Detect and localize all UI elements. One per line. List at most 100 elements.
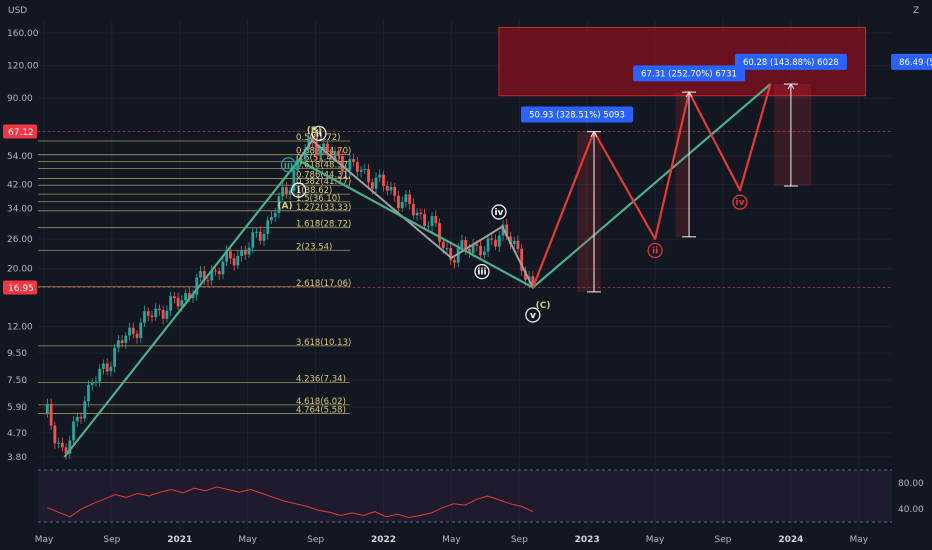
measure-arrow-2 [787, 83, 795, 90]
candle-body-45 [210, 270, 214, 281]
candle-body-46 [214, 270, 217, 272]
candle-body-55 [247, 247, 251, 255]
candle-body-74 [318, 149, 322, 156]
candle-body-7 [68, 440, 72, 454]
candle-body-106 [438, 223, 441, 242]
candle-body-20 [116, 340, 120, 348]
candle-body-43 [202, 271, 206, 281]
wave-label-6: (A) [277, 201, 292, 211]
candle-body-8 [72, 421, 75, 441]
candle-body-5 [60, 442, 64, 448]
candle-body-66 [288, 190, 292, 194]
candle-body-120 [490, 238, 494, 240]
fib-label-2: 0.5(51.43) [296, 154, 340, 164]
x-tick-label-7: Sep [511, 535, 528, 545]
y-tick-badge-3 [3, 124, 37, 139]
candle-body-108 [445, 248, 449, 250]
y-axis: 160.00 120.00 90.00 67.12 54.00 42.00 34.00 26.… [3, 29, 39, 463]
measure-shade-0 [577, 131, 601, 292]
measure-shade-1 [675, 92, 690, 237]
candle-body-50 [228, 251, 232, 259]
candle-body-99 [411, 203, 415, 216]
measure-label-box-1 [633, 65, 746, 82]
rsi-tick-label-0: 80.00 [898, 479, 924, 489]
x-tick-label-6: May [442, 535, 461, 545]
y-tick-label-2: 90.00 [7, 94, 33, 104]
corner-icon-label[interactable]: Z [913, 6, 919, 16]
y-tick-label-0: 160.00 [7, 29, 39, 39]
wave-paths [63, 83, 772, 458]
candle-body-83 [352, 159, 356, 163]
fib-label-4: 0.786(44.31) [296, 171, 351, 181]
measure-label-0: 50.93 (328.51%) 5093 [529, 110, 625, 120]
candle-body-113 [464, 240, 468, 250]
candle-body-77 [329, 151, 333, 157]
candle-body-21 [120, 340, 124, 344]
candle-body-69 [299, 159, 303, 161]
candle-body-82 [348, 159, 352, 171]
measure-label-box-2 [734, 53, 847, 70]
y-tick-label-8: 20.00 [7, 265, 33, 275]
fib-label-8: 1.272(33.33) [296, 203, 351, 213]
wave-circle-9 [647, 242, 663, 259]
wave-circle-2 [474, 264, 490, 280]
x-tick-label-8: 2023 [575, 535, 600, 545]
candle-body-18 [109, 366, 113, 372]
candle-body-6 [64, 447, 68, 454]
candle-body-10 [79, 416, 83, 419]
measure-shade-2 [773, 84, 812, 186]
fib-label-5: 0.382(41.77) [296, 177, 351, 187]
wave-label-1: ii [316, 129, 322, 139]
candle-body-33 [165, 310, 169, 319]
wave-label-7: (B) [307, 126, 322, 136]
candle-body-47 [217, 271, 221, 275]
y-tick-label-14: 4.70 [7, 429, 27, 439]
measure-label-box-0 [521, 106, 634, 123]
candle-body-12 [87, 384, 90, 402]
candle-body-110 [453, 259, 456, 263]
candle-body-27 [143, 311, 146, 323]
candle-body-70 [303, 149, 307, 160]
x-tick-label-0: May [35, 535, 54, 545]
candle-body-3 [53, 425, 57, 444]
y-tick-label-1: 120.00 [7, 62, 39, 72]
candle-body-42 [199, 271, 202, 278]
candle-body-40 [191, 294, 195, 298]
candle-body-28 [146, 311, 150, 316]
candle-body-35 [172, 296, 176, 299]
candle-body-94 [393, 186, 397, 196]
measure-arrow-0 [590, 130, 598, 137]
y-tick-label-4: 54.00 [7, 152, 33, 162]
fib-label-6: 1(38.62) [296, 186, 332, 196]
candle-body-126 [512, 240, 516, 245]
measure-arrow-1 [685, 91, 693, 98]
candle-body-102 [423, 214, 426, 226]
candle-body-88 [370, 182, 374, 189]
candle-body-60 [266, 220, 270, 234]
wave-label-2: iii [477, 268, 486, 278]
candle-body-54 [243, 250, 247, 255]
candle-body-4 [57, 442, 60, 444]
candle-body-127 [516, 240, 520, 249]
candle-body-23 [128, 327, 131, 336]
y-tick-label-11: 9.50 [7, 349, 27, 359]
candle-body-105 [434, 216, 438, 224]
y-tick-badge-9 [3, 280, 37, 295]
x-tick-label-9: May [646, 535, 665, 545]
candle-body-80 [341, 156, 344, 172]
candle-body-63 [277, 196, 281, 213]
impulse-path [63, 83, 772, 458]
candle-body-15 [98, 368, 102, 382]
candle-body-112 [460, 240, 464, 249]
candle-body-9 [75, 416, 79, 422]
y-tick-label-6: 34.00 [7, 205, 33, 215]
x-tick-label-12: May [849, 535, 868, 545]
fib-label-13: 4.236(7.34) [296, 374, 346, 384]
measure-label-2: 60.28 (143.88%) 6028 [743, 58, 839, 68]
candle-body-2 [49, 403, 53, 426]
candle-body-59 [262, 233, 266, 241]
y-tick-label-5: 42.00 [7, 181, 33, 191]
fib-label-9: 1.618(28.72) [296, 220, 351, 230]
wave-label-4: v [530, 311, 536, 321]
